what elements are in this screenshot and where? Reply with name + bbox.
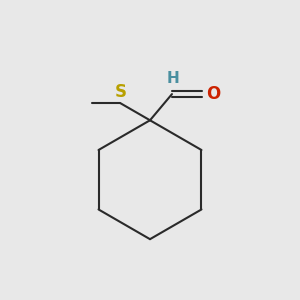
Text: H: H <box>167 71 180 86</box>
Text: S: S <box>114 83 126 101</box>
Text: O: O <box>206 85 220 103</box>
